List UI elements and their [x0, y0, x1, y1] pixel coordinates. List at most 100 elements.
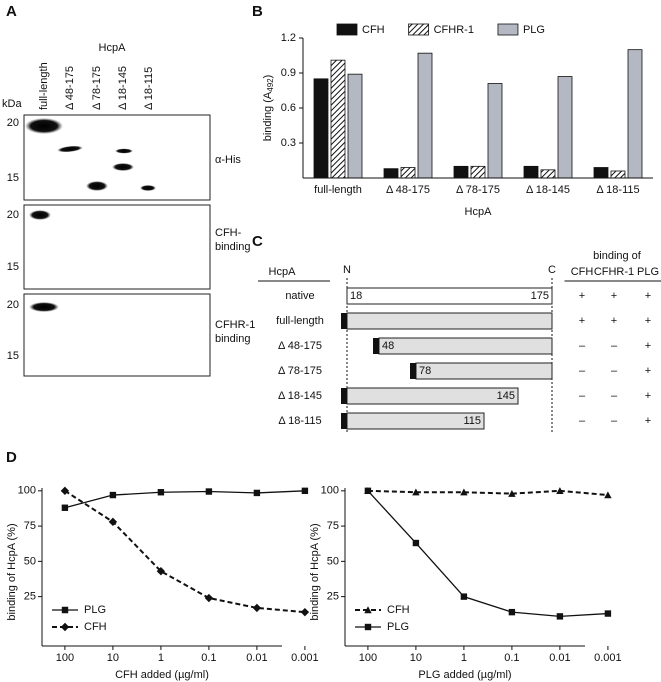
- residue: 48: [382, 340, 394, 352]
- c-label: C: [548, 264, 556, 276]
- band: [57, 145, 83, 153]
- band: [140, 185, 156, 191]
- marker: [604, 491, 612, 499]
- y-tick-label: 75: [327, 520, 339, 532]
- y-axis-label: binding of HcpA (%): [309, 523, 321, 620]
- lane-label: full-length: [38, 62, 50, 110]
- marker: [460, 593, 468, 600]
- lane-label: Δ 18-115: [143, 67, 155, 110]
- y-axis-label-text: binding (A: [262, 91, 274, 141]
- column-header: PLG: [637, 266, 659, 278]
- tag: [341, 388, 347, 404]
- marker: [301, 487, 309, 495]
- legend-label: CFH: [362, 24, 385, 36]
- tag: [410, 363, 416, 379]
- size-marker: 20: [7, 117, 19, 129]
- construct-name: Δ 78-175: [278, 365, 322, 377]
- lane-label: Δ 78-175: [91, 66, 103, 110]
- bar: [540, 169, 556, 179]
- construct-bar: [415, 362, 553, 380]
- bar: [557, 76, 573, 179]
- binding-sign: +: [645, 365, 651, 377]
- marker: [556, 487, 564, 495]
- residue: 145: [497, 390, 515, 402]
- marker: [604, 610, 612, 617]
- n-label: N: [343, 264, 351, 276]
- marker: [364, 623, 372, 631]
- construct-name: native: [285, 290, 314, 302]
- blot-title: HcpA: [99, 42, 127, 54]
- x-axis-label: PLG added (µg/ml): [418, 669, 511, 681]
- y-tick-label: 100: [321, 485, 339, 497]
- binding-sign: +: [645, 340, 651, 352]
- band: [115, 148, 133, 154]
- marker: [157, 489, 165, 496]
- binding-title: binding of: [593, 250, 642, 262]
- legend-label: PLG: [84, 604, 106, 616]
- marker: [108, 517, 118, 527]
- construct-name: full-length: [276, 315, 324, 327]
- marker: [61, 504, 69, 511]
- legend-label: CFHR-1: [434, 24, 474, 36]
- legend-swatch: [497, 23, 519, 36]
- x-tick-label: Δ 18-145: [526, 184, 570, 196]
- y-axis-label-sub: 492: [266, 78, 275, 92]
- band: [86, 181, 108, 191]
- marker: [412, 488, 420, 496]
- binding-sign: –: [611, 415, 618, 427]
- x-tick-label: 0.01: [246, 652, 267, 664]
- marker: [412, 539, 420, 547]
- y-tick-label: 50: [24, 555, 36, 567]
- band: [29, 210, 51, 220]
- residue: 18: [350, 290, 362, 302]
- header: HcpA: [269, 266, 297, 278]
- binding-sign: –: [611, 365, 618, 377]
- construct-bar: [346, 387, 519, 405]
- construct-name: Δ 18-145: [278, 390, 322, 402]
- marker: [460, 488, 468, 496]
- band: [25, 118, 63, 134]
- y-axis-label-close: ): [262, 75, 274, 79]
- x-tick-label: Δ 78-175: [456, 184, 500, 196]
- marker: [204, 593, 214, 603]
- y-axis-label: binding (A492): [262, 75, 275, 142]
- blot-label: α-His: [215, 154, 241, 166]
- marker: [205, 488, 213, 495]
- column-header: CFH: [571, 266, 594, 278]
- x-tick-label: 1: [158, 652, 164, 664]
- x-tick-label: 0.01: [549, 652, 570, 664]
- legend-label: CFH: [387, 604, 410, 616]
- bar: [417, 52, 433, 179]
- binding-sign: +: [611, 290, 617, 302]
- band: [29, 302, 59, 312]
- y-axis-label: binding of HcpA (%): [6, 523, 18, 620]
- lane-label: Δ 18-145: [117, 66, 129, 110]
- marker: [61, 606, 69, 614]
- series-line: [64, 490, 305, 509]
- marker: [156, 567, 166, 576]
- blot-label: CFH-: [215, 227, 242, 239]
- series-line: [367, 489, 608, 497]
- y-tick-label: 1.2: [281, 32, 296, 44]
- blot-label: binding: [215, 333, 250, 345]
- binding-sign: +: [645, 315, 651, 327]
- marker: [364, 487, 372, 495]
- x-tick-label: 100: [359, 652, 377, 664]
- binding-sign: –: [579, 415, 586, 427]
- bar: [470, 165, 486, 179]
- marker: [556, 613, 564, 620]
- x-tick-label: 0.001: [594, 652, 622, 664]
- y-tick-label: 0.9: [281, 67, 296, 79]
- bar: [627, 49, 643, 179]
- marker: [252, 603, 262, 613]
- panel-label: A: [6, 3, 17, 20]
- binding-sign: –: [611, 340, 618, 352]
- x-tick-label: Δ 18-115: [596, 184, 639, 196]
- unit-label: kDa: [2, 98, 22, 110]
- marker: [60, 486, 70, 496]
- bar: [330, 59, 346, 179]
- bar: [593, 167, 609, 179]
- bar: [313, 78, 329, 179]
- x-tick-label: full-length: [314, 184, 362, 196]
